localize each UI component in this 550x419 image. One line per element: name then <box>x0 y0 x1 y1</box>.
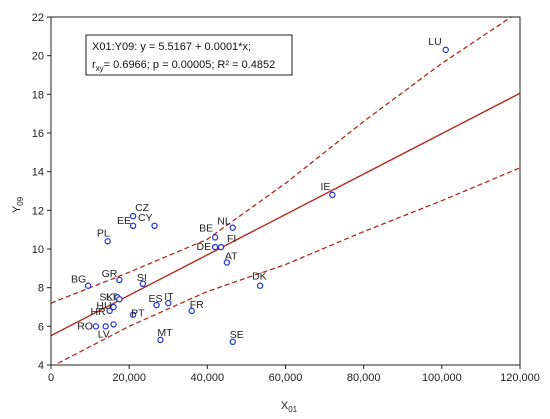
data-point <box>129 311 137 318</box>
data-point-label: MT <box>157 327 173 339</box>
data-point <box>92 323 100 330</box>
y-tick-label: 20 <box>32 51 44 63</box>
data-point-label: SI <box>137 272 147 284</box>
data-point <box>106 307 113 315</box>
y-tick-label: 22 <box>32 12 44 24</box>
x-tick-label: 100,000 <box>422 372 462 384</box>
info-r-subscript: xy <box>96 64 104 73</box>
info-line-2: rxy= 0.6966; p = 0.00005; R² = 0.4852 <box>92 59 275 73</box>
data-point <box>256 282 264 289</box>
data-point <box>129 212 137 220</box>
axes: 0 20,000 40,000 60,000 80,000 100,000 120,000 4… <box>32 12 540 384</box>
x-tick-label: 60,000 <box>269 372 303 384</box>
data-point <box>211 243 219 251</box>
data-point <box>110 321 117 328</box>
data-point-label: GR <box>102 268 118 280</box>
regression-info-box: X01:Y09: y = 5.5167 + 0.0001*x; rxy= 0.6… <box>85 34 293 76</box>
x-tick-label: 40,000 <box>191 372 225 384</box>
data-point <box>217 243 225 251</box>
data-point-label: FR <box>190 299 204 311</box>
data-point-label: CY <box>138 212 153 224</box>
regression-line <box>51 92 520 337</box>
data-point <box>157 336 164 344</box>
data-point <box>102 323 109 330</box>
data-point <box>229 224 236 231</box>
y-tick-label: 16 <box>32 128 44 140</box>
data-point-label: LU <box>428 36 441 48</box>
y-tick-label: 18 <box>32 89 44 101</box>
info-line-1: X01:Y09: y = 5.5167 + 0.0001*x; <box>92 41 251 53</box>
x-axis-title-main: X <box>281 400 289 412</box>
data-point-label: PT <box>131 308 145 320</box>
confidence-band-upper <box>51 17 513 304</box>
data-point-label: DE <box>197 241 212 253</box>
y-axis-title: Y09 <box>11 196 25 213</box>
x-tick-label: 80,000 <box>347 372 381 384</box>
data-point <box>223 259 231 266</box>
y-tick-label: 10 <box>32 244 44 256</box>
data-point <box>151 222 158 229</box>
data-point-label: SE <box>230 329 244 341</box>
data-point <box>229 338 236 345</box>
data-point <box>188 307 195 315</box>
data-point-label: IT <box>164 291 174 303</box>
data-point-label: DK <box>252 271 267 283</box>
info-r-rest: = 0.6966; p = 0.00005; R² = 0.4852 <box>104 59 276 71</box>
data-point-label: IE <box>320 181 330 193</box>
data-point-label: NL <box>217 216 231 228</box>
x-tick-label: 20,000 <box>112 372 146 384</box>
data-point <box>104 238 111 245</box>
y-tick-label: 12 <box>32 205 44 217</box>
data-point-label: FI <box>227 233 236 245</box>
data-point <box>153 301 160 309</box>
info-box-frame <box>85 34 293 76</box>
x-axis-title: X01 <box>281 400 298 414</box>
data-point <box>329 191 336 199</box>
data-point-label: CZ <box>135 202 150 214</box>
data-point-label: BE <box>199 222 213 234</box>
y-tick-label: 8 <box>38 283 44 295</box>
y-axis-title-main: Y <box>11 205 23 213</box>
x-tick-label: 120,000 <box>500 372 540 384</box>
data-point-label: ES <box>149 293 163 305</box>
y-tick-label: 4 <box>38 360 44 372</box>
data-point-label: SK <box>99 291 113 303</box>
confidence-band-lower <box>53 167 520 365</box>
y-tick-label: 14 <box>32 167 44 179</box>
data-point <box>116 296 123 303</box>
x-axis-title-sub: 01 <box>288 405 297 414</box>
data-point-label: BG <box>71 274 86 286</box>
data-point <box>139 280 147 287</box>
data-point <box>116 276 123 284</box>
data-point <box>84 282 92 289</box>
data-point-label: LV <box>98 328 110 340</box>
data-point-label: RO <box>77 320 93 332</box>
y-axis-title-sub: 09 <box>16 196 25 205</box>
data-point-label: LT <box>106 291 118 303</box>
data-point-label: EE <box>117 215 131 227</box>
info-r-symbol: r <box>92 59 96 71</box>
data-point <box>211 234 219 241</box>
data-point-label: AT <box>225 251 238 263</box>
data-point <box>110 303 117 311</box>
data-point-label: PL <box>97 227 110 239</box>
x-tick-label: 0 <box>48 372 54 384</box>
data-point <box>129 222 137 229</box>
y-tick-label: 6 <box>38 321 44 333</box>
data-point-label: HR <box>90 306 106 318</box>
plot-inner <box>51 17 520 365</box>
data-point <box>442 46 449 54</box>
data-point <box>165 299 172 307</box>
